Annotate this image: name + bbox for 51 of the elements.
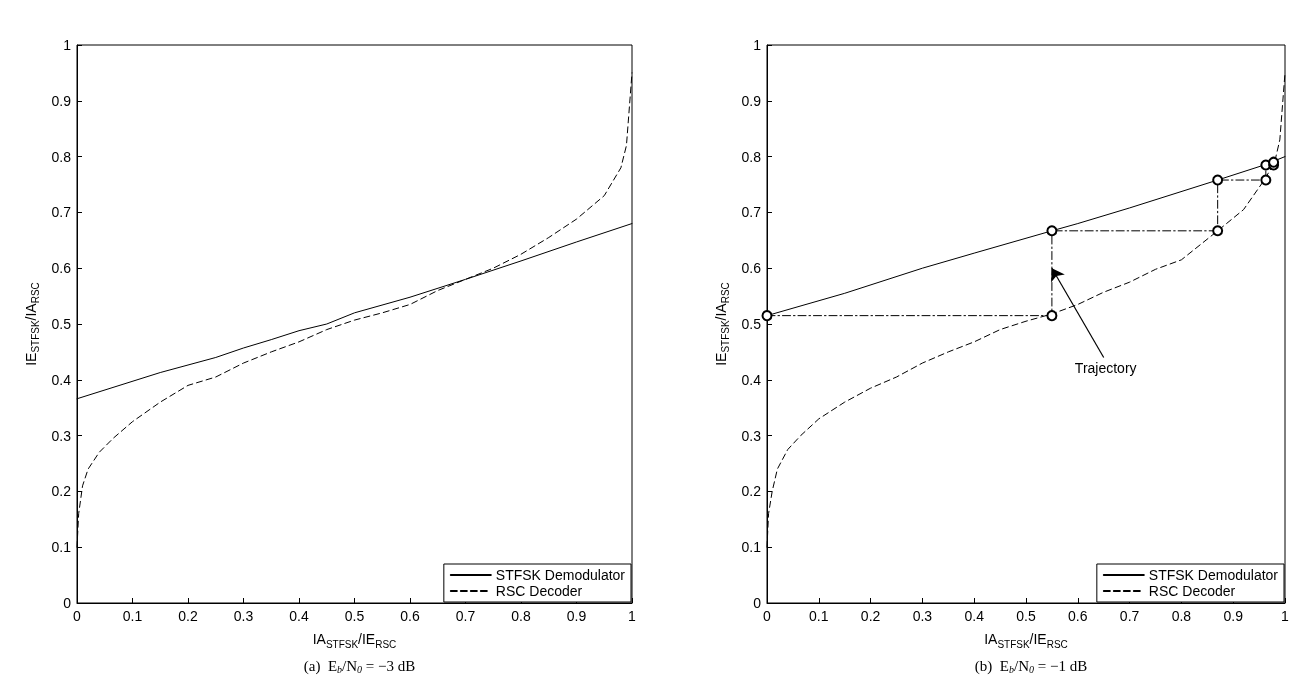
x-tick-label: 0.6: [400, 608, 420, 624]
x-tick-label: 0: [73, 608, 82, 624]
x-tick-label: 1: [628, 608, 637, 624]
x-tick-label: 0: [763, 608, 772, 624]
x-tick-label: 0.1: [809, 608, 829, 624]
x-tick-label: 0.3: [233, 608, 254, 624]
x-tick-label: 0.8: [511, 608, 531, 624]
x-tick-label: 0.3: [912, 608, 933, 624]
annotation: Trajectory: [1074, 359, 1137, 376]
y-tick-label: 0.2: [741, 483, 762, 500]
y-tick-label: 0.8: [51, 148, 72, 165]
x-tick-label: 0.5: [1016, 608, 1036, 624]
x-tick-label: 0.9: [566, 608, 587, 624]
y-tick-label: 0.6: [51, 260, 72, 277]
y-tick-label: 0.7: [741, 204, 762, 221]
y-tick-label: 0.1: [741, 539, 762, 556]
y-axis-title: IESTFSK/IARSC: [712, 282, 732, 366]
x-tick-label: 1: [1281, 608, 1290, 624]
y-tick-label: 1: [753, 37, 762, 53]
x-tick-label: 0.4: [964, 608, 985, 624]
y-tick-label: 1: [63, 37, 72, 53]
x-tick-label: 0.6: [1068, 608, 1088, 624]
x-tick-label: 0.1: [122, 608, 143, 624]
y-tick-label: 0.4: [51, 371, 72, 388]
y-tick-label: 0.7: [51, 204, 72, 221]
y-tick-label: 0.1: [51, 539, 72, 556]
legend-label: RSC Decoder: [1148, 583, 1236, 599]
x-tick-label: 0.4: [289, 608, 309, 624]
y-tick-label: 0.5: [51, 316, 72, 332]
x-tick-label: 0.9: [1223, 608, 1244, 624]
y-axis-title: IESTFSK/IARSC: [22, 282, 42, 366]
legend-label: STFSK Demodulator: [1148, 567, 1279, 583]
y-tick-label: 0: [753, 595, 762, 611]
y-tick-label: 0.2: [51, 483, 72, 500]
x-tick-label: 0.2: [178, 608, 198, 624]
x-tick-label: 0.7: [455, 608, 476, 624]
legend-label: STFSK Demodulator: [495, 567, 626, 583]
x-tick-label: 0.8: [1171, 608, 1192, 624]
y-tick-label: 0.4: [741, 371, 762, 388]
y-tick-label: 0.6: [741, 260, 762, 277]
y-tick-label: 0.9: [741, 92, 762, 109]
x-tick-label: 0.5: [344, 608, 365, 624]
y-tick-label: 0.9: [51, 92, 72, 109]
x-tick-label: 0.7: [1119, 608, 1140, 624]
y-tick-label: 0.3: [741, 427, 762, 444]
legend-label: RSC Decoder: [495, 583, 583, 599]
y-tick-label: 0.3: [51, 427, 72, 444]
y-tick-label: 0.8: [741, 148, 762, 165]
x-tick-label: 0.2: [860, 608, 881, 624]
y-tick-label: 0.5: [741, 316, 762, 332]
y-tick-label: 0: [63, 595, 72, 611]
